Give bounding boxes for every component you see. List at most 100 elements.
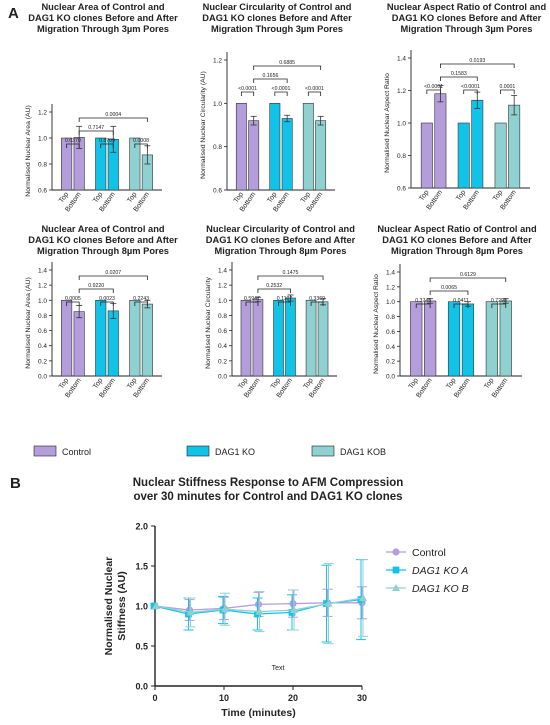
y-tick-label: 1.0	[213, 101, 222, 108]
bar	[485, 301, 498, 377]
y-tick-label: 1.2	[218, 283, 227, 290]
significance-bracket	[415, 303, 431, 308]
significance-bracket	[134, 301, 148, 306]
y-tick-label: 0.8	[397, 153, 406, 160]
p-value-label: 0.3745	[415, 298, 431, 304]
y-tick-label: 1.4	[386, 270, 395, 277]
significance-bracket	[426, 89, 441, 94]
significance-bracket	[307, 91, 322, 96]
data-point	[324, 599, 333, 607]
significance-bracket	[500, 89, 515, 94]
significance-bracket	[278, 301, 291, 306]
bar-chart-panel: Nuclear Aspect Ratio of Control andDAG1 …	[384, 2, 546, 211]
y-tick-label: 0.6	[218, 328, 227, 335]
y-tick-label: 1.2	[213, 58, 222, 65]
y-tick-label: 0.8	[386, 314, 395, 321]
p-value-label: 0.6129	[460, 272, 476, 278]
bar	[73, 311, 85, 377]
category-label: Top	[408, 377, 420, 390]
category-label: Top	[483, 377, 495, 390]
significance-bracket	[310, 301, 324, 306]
legend-swatch-control	[33, 445, 57, 457]
data-point	[289, 600, 297, 608]
y-tick-label: 0.6	[397, 186, 406, 193]
chart-title-line: DAG1 KO clones Before and After	[202, 13, 352, 23]
data-point	[152, 602, 160, 609]
bar	[434, 93, 447, 189]
significance-bracket	[240, 91, 255, 96]
significance-bracket	[78, 130, 114, 135]
y-tick-label: 1.4	[218, 268, 227, 275]
bar	[508, 104, 521, 189]
bar	[252, 299, 264, 377]
bar	[141, 303, 153, 377]
p-value-label: 0.0411	[453, 298, 469, 304]
chart-title-line: Nuclear Stiffness Response to AFM Compre…	[133, 477, 404, 489]
p-value-label: 0.1583	[451, 71, 467, 77]
p-value-label: 0.0008	[133, 138, 149, 144]
bar	[95, 137, 107, 191]
category-label: Top	[418, 189, 430, 202]
y-axis-label: Normalised Nuclear Circularity (AU)	[200, 71, 207, 179]
chart-title-line: over 30 minutes for Control and DAG1 KO …	[133, 491, 402, 503]
bar	[471, 99, 484, 189]
bar	[315, 120, 327, 191]
legend-label-control: Control	[62, 447, 91, 457]
bar	[499, 300, 512, 377]
chart-title-line: Nuclear Circularity of Control and	[206, 224, 355, 234]
bar	[281, 118, 293, 191]
y-tick-label: 1.2	[38, 283, 47, 290]
y-tick-label: 0.8	[218, 313, 227, 320]
y-tick-label: 1.2	[38, 110, 47, 117]
chart-title-line: DAG1 KO clones Before and After	[28, 13, 178, 23]
chart-title-line: Nuclear Circularity of Control and	[203, 2, 352, 12]
p-value-label: 0.0193	[469, 58, 485, 64]
p-value-label: <0.0001	[238, 86, 257, 92]
y-tick-label: 1.0	[38, 298, 47, 305]
category-label: Top	[492, 189, 504, 202]
legend-label-kob: DAG1 KOB	[340, 447, 386, 457]
category-label: Top	[455, 189, 467, 202]
x-tick-label: 0	[152, 693, 157, 703]
bar	[129, 299, 141, 377]
y-tick-label: 0.4	[38, 343, 47, 350]
p-value-label: <0.0001	[272, 86, 291, 92]
p-value-label: <0.0001	[461, 84, 480, 90]
significance-bracket	[66, 143, 80, 148]
bar	[269, 103, 281, 191]
bar	[305, 299, 317, 377]
y-tick-label: 0.0	[38, 374, 47, 381]
y-tick-label: 0.6	[213, 188, 222, 195]
bar	[494, 122, 507, 189]
legend-swatch-kob	[311, 445, 335, 457]
bar	[240, 299, 252, 377]
series	[152, 559, 368, 645]
x-axis-label: Time (minutes)	[221, 707, 295, 719]
significance-bracket	[78, 275, 148, 280]
p-value-label: 0.8709	[99, 138, 115, 144]
y-axis-label: Normalised Nuclear Area (AU)	[25, 105, 32, 196]
chart-title-line: Migration Through 8µm Pores	[215, 246, 347, 256]
p-value-label: 0.3369	[309, 296, 325, 302]
chart-title-line: DAG1 KO clones Before and After	[28, 235, 178, 245]
chart-title-line: Migration Through 3µm Pores	[37, 24, 169, 34]
bar	[420, 122, 433, 189]
stiffness-chart: Nuclear Stiffness Response to AFM Compre…	[103, 477, 469, 719]
p-value-label: 0.0207	[105, 270, 121, 276]
bar	[285, 297, 296, 377]
y-tick-label: 1.4	[38, 268, 47, 275]
y-tick-label: 1.0	[38, 136, 47, 143]
data-point	[290, 606, 298, 613]
y-tick-label: 0.5	[135, 642, 148, 652]
legend-label: DAG1 KO A	[412, 565, 468, 577]
category-label: Top	[445, 377, 457, 390]
significance-bracket	[257, 275, 324, 280]
y-tick-label: 0.4	[218, 343, 227, 350]
y-axis-label: Stiffness (AU)	[116, 571, 128, 640]
annotation: Text	[272, 665, 285, 672]
significance-bracket	[253, 78, 288, 83]
legend-marker	[392, 584, 400, 591]
x-tick-label: 10	[219, 693, 229, 703]
